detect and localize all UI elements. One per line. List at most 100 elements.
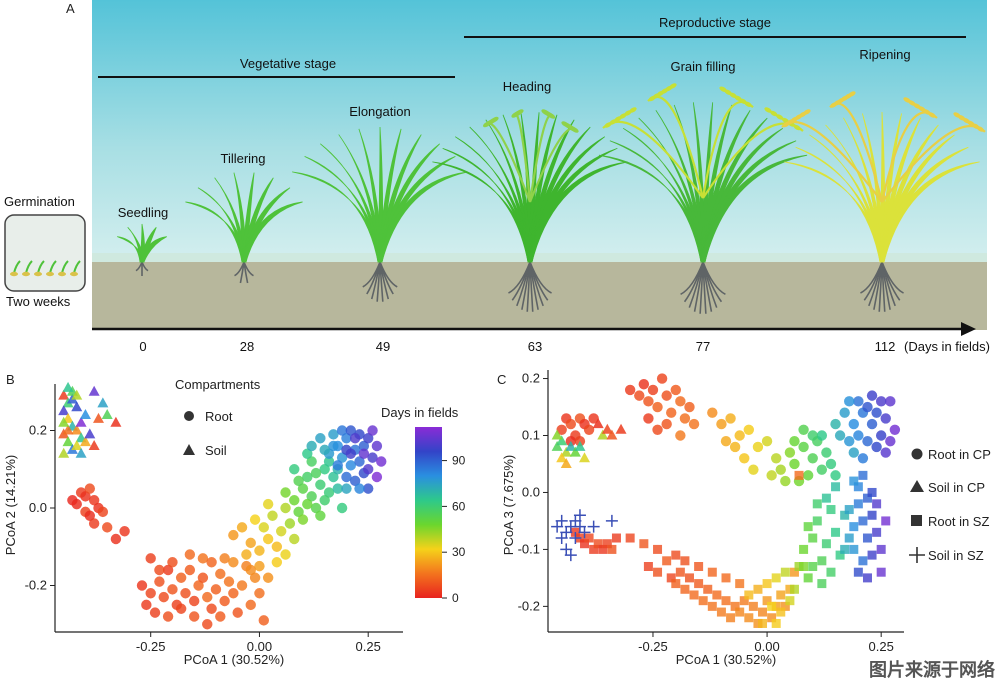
plot-c-y-tick-label: 0.2 bbox=[522, 371, 540, 386]
two-weeks-label: Two weeks bbox=[6, 294, 71, 309]
plot-c-point-root-in-sz bbox=[808, 562, 818, 571]
plot-b-point-root bbox=[302, 448, 313, 459]
day-label-112: 112 bbox=[875, 339, 896, 354]
reproductive-stage-label: Reproductive stage bbox=[659, 15, 771, 30]
plot-c-point-root-in-sz bbox=[808, 533, 818, 543]
plot-c-point-root-in-sz bbox=[707, 567, 717, 577]
plot-b-point-root bbox=[367, 425, 378, 436]
plot-b-point-root bbox=[328, 471, 339, 483]
plot-b-point-root bbox=[162, 564, 174, 576]
plot-b-point-root bbox=[149, 607, 161, 618]
plot-b-point-root bbox=[376, 456, 387, 467]
plot-c-point-root-in-cp bbox=[675, 396, 686, 407]
elongation-plant bbox=[292, 126, 468, 302]
plot-c-point-root-in-sz bbox=[602, 539, 612, 549]
plot-c-point-root-in-sz bbox=[739, 596, 749, 606]
tillering-plant bbox=[185, 172, 303, 284]
plot-c-point-root-in-sz bbox=[753, 584, 763, 594]
plot-c-point-root-in-sz bbox=[858, 470, 868, 480]
plot-b-point-root bbox=[363, 464, 374, 475]
plot-c-point-root-in-sz bbox=[799, 544, 809, 554]
plot-c-point-root-in-sz bbox=[671, 550, 681, 560]
legend-root-in-sz-label: Root in SZ bbox=[928, 514, 989, 529]
plot-b-point-root bbox=[197, 572, 209, 583]
stage-label-grain-filling: Grain filling bbox=[670, 59, 735, 74]
plot-c-point-root-in-sz bbox=[643, 562, 653, 571]
plot-c-point-soil-in-sz bbox=[573, 509, 586, 522]
plot-c-point-root-in-sz bbox=[666, 573, 676, 583]
plot-c-point-root-in-sz bbox=[821, 493, 831, 503]
plot-c-point-soil-in-sz bbox=[578, 526, 591, 539]
plot-b-point-root bbox=[367, 452, 378, 463]
plot-b-point-root bbox=[341, 471, 352, 483]
plot-c-point-root-in-sz bbox=[789, 567, 799, 577]
plot-b-point-root bbox=[145, 553, 156, 564]
plot-c-y-axis-title: PCoA 3 (7.675%) bbox=[501, 455, 516, 555]
plot-b-point-root bbox=[215, 611, 226, 622]
plot-b-point-soil bbox=[75, 447, 87, 458]
plot-b-y-tick-label: -0.2 bbox=[25, 578, 47, 593]
plot-b-point-root bbox=[119, 526, 130, 537]
plot-c-point-root-in-cp bbox=[679, 413, 691, 424]
panel-c: C -0.25 0.00 0.25 -0.2 -0.1 0.0 0.1 0.2 PCoA 1 … bbox=[497, 370, 991, 667]
plot-b-point-root bbox=[245, 599, 256, 611]
sprout-seed bbox=[58, 271, 66, 277]
plot-c-point-root-in-cp bbox=[675, 430, 686, 441]
plot-b-point-soil bbox=[79, 436, 91, 447]
plot-b-point-root bbox=[219, 595, 230, 607]
rice-grain bbox=[782, 121, 790, 128]
rice-grain bbox=[793, 124, 801, 131]
plot-b-x-tick-label: -0.25 bbox=[136, 639, 166, 654]
plot-b-point-root bbox=[332, 483, 343, 494]
plot-b-point-root bbox=[267, 510, 278, 521]
plot-c-point-root-in-cp bbox=[839, 407, 850, 418]
plot-b-point-root bbox=[371, 471, 383, 483]
plot-c-point-root-in-sz bbox=[653, 544, 663, 554]
plot-b-point-root bbox=[349, 433, 361, 444]
plot-c-point-root-in-sz bbox=[730, 601, 740, 611]
plot-b-point-soil bbox=[79, 409, 91, 419]
plot-b-point-root bbox=[228, 588, 239, 599]
time-axis-arrowhead bbox=[961, 322, 976, 336]
plot-b-point-root bbox=[306, 456, 317, 467]
plot-c-point-root-in-cp bbox=[862, 435, 873, 447]
plot-b-point-soil bbox=[71, 424, 83, 435]
plot-b-point-soil bbox=[110, 416, 122, 427]
plot-b-point-root bbox=[323, 487, 335, 498]
plot-b-point-root bbox=[249, 514, 261, 525]
panel-b-label: B bbox=[6, 372, 15, 387]
plot-c-point-root-in-cp bbox=[761, 435, 773, 447]
plot-b-point-root bbox=[271, 541, 283, 552]
legend-root-in-sz-marker bbox=[911, 515, 922, 526]
plot-c-point-root-in-sz bbox=[840, 510, 850, 520]
plot-c-point-root-in-sz bbox=[881, 516, 891, 526]
plot-b-point-root bbox=[315, 433, 326, 444]
plot-b-point-root bbox=[180, 588, 191, 599]
plot-c-point-root-in-sz bbox=[876, 567, 886, 577]
plot-b-point-soil bbox=[84, 428, 96, 439]
plot-b-point-root bbox=[336, 502, 348, 514]
plot-c-point-soil-in-cp bbox=[565, 440, 577, 451]
plot-c-point-root-in-cp bbox=[848, 418, 859, 430]
plot-c-point-root-in-cp bbox=[652, 424, 663, 436]
plot-c-point-root-in-sz bbox=[771, 601, 781, 611]
plot-c-point-soil-in-sz bbox=[605, 514, 618, 527]
watermark-text: 图片来源于网络 bbox=[869, 659, 995, 680]
plot-b-point-root bbox=[228, 529, 239, 541]
plot-b-point-root bbox=[293, 475, 304, 487]
plot-c-point-root-in-sz bbox=[680, 556, 690, 566]
plot-c-point-soil-in-sz bbox=[569, 532, 582, 545]
plot-b-x-tick-label: 0.00 bbox=[247, 639, 272, 654]
plot-c-point-root-in-cp bbox=[748, 464, 759, 475]
grain-filling-plant bbox=[598, 83, 808, 314]
rice-grain bbox=[548, 113, 556, 119]
plot-b-point-root bbox=[88, 495, 100, 506]
plot-b-point-root bbox=[302, 471, 313, 483]
root-strand bbox=[141, 261, 149, 272]
day-label-77: 77 bbox=[696, 339, 710, 354]
plot-b-point-soil bbox=[71, 440, 83, 450]
sprout-seed bbox=[10, 271, 18, 277]
plot-b-point-root bbox=[254, 545, 265, 556]
plot-c-x-tick-label: 0.00 bbox=[754, 639, 779, 654]
colorbar-tick-label: 90 bbox=[452, 454, 466, 468]
